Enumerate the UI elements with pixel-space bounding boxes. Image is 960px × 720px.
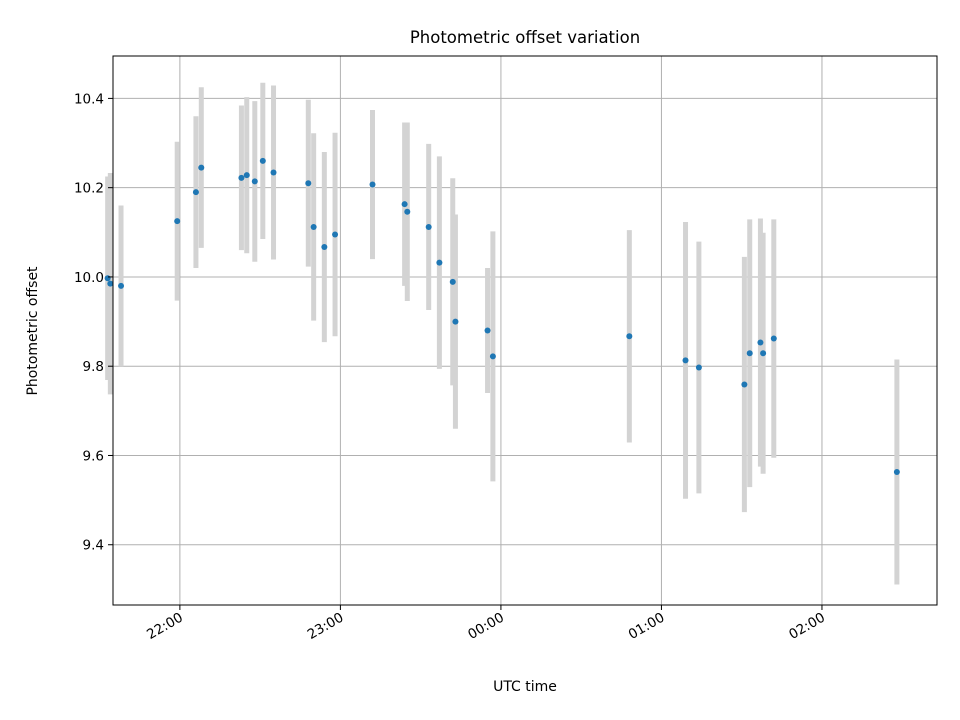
data-point	[760, 350, 767, 357]
y-tick-label: 10.2	[74, 181, 104, 197]
data-point	[192, 189, 199, 196]
y-axis-label: Photometric offset	[25, 266, 41, 396]
data-point	[695, 364, 702, 371]
axes-frame	[112, 55, 938, 606]
data-point	[107, 280, 114, 287]
data-point	[238, 174, 245, 181]
data-point	[449, 278, 456, 285]
data-point	[893, 468, 900, 475]
data-point	[436, 259, 443, 266]
data-point	[259, 157, 266, 164]
data-point	[757, 339, 764, 346]
x-axis-label: UTC time	[493, 679, 557, 695]
data-point	[251, 178, 258, 185]
y-tick-label: 9.4	[83, 538, 104, 554]
data-point	[118, 282, 125, 289]
data-point	[746, 350, 753, 357]
data-point	[626, 333, 633, 340]
data-point	[682, 357, 689, 364]
data-point	[321, 244, 328, 251]
data-point	[174, 218, 181, 225]
data-point	[305, 180, 312, 187]
data-point	[404, 208, 411, 215]
data-point	[243, 172, 250, 179]
data-point	[452, 318, 459, 325]
data-point	[310, 223, 317, 230]
y-tick-label: 10.0	[74, 270, 104, 286]
data-point	[104, 275, 111, 282]
y-tick-label: 9.6	[83, 448, 104, 464]
data-point	[484, 327, 491, 334]
data-point	[489, 353, 496, 360]
data-point	[770, 335, 777, 342]
data-point	[425, 223, 432, 230]
data-point	[270, 169, 277, 176]
data-points	[104, 157, 900, 475]
y-tick-label: 9.8	[83, 359, 104, 375]
grid-lines	[113, 56, 937, 605]
data-point	[332, 231, 339, 238]
data-point	[401, 201, 408, 208]
data-point	[198, 164, 205, 171]
chart-title: Photometric offset variation	[410, 28, 640, 47]
data-point	[369, 181, 376, 188]
y-tick-label: 10.4	[74, 91, 104, 107]
data-point	[741, 381, 748, 388]
